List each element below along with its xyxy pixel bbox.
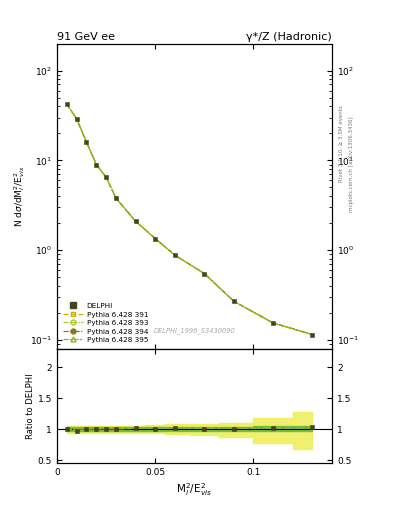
X-axis label: M$_l^2$/E$^2_{vis}$: M$_l^2$/E$^2_{vis}$ — [176, 481, 213, 498]
Text: γ*/Z (Hadronic): γ*/Z (Hadronic) — [246, 32, 332, 42]
Text: Rivet 3.1.10, ≥ 3.5M events: Rivet 3.1.10, ≥ 3.5M events — [339, 105, 344, 182]
Legend: DELPHI, Pythia 6.428 391, Pythia 6.428 393, Pythia 6.428 394, Pythia 6.428 395: DELPHI, Pythia 6.428 391, Pythia 6.428 3… — [61, 300, 150, 345]
Text: 91 GeV ee: 91 GeV ee — [57, 32, 115, 42]
Y-axis label: Ratio to DELPHI: Ratio to DELPHI — [26, 373, 35, 439]
Text: mcplots.cern.ch [arXiv:1306.3436]: mcplots.cern.ch [arXiv:1306.3436] — [349, 116, 354, 211]
Text: DELPHI_1996_S3430090: DELPHI_1996_S3430090 — [154, 327, 235, 334]
Y-axis label: N d$\sigma$/dM$_l^2$/E$^2_{vis}$: N d$\sigma$/dM$_l^2$/E$^2_{vis}$ — [12, 165, 27, 227]
